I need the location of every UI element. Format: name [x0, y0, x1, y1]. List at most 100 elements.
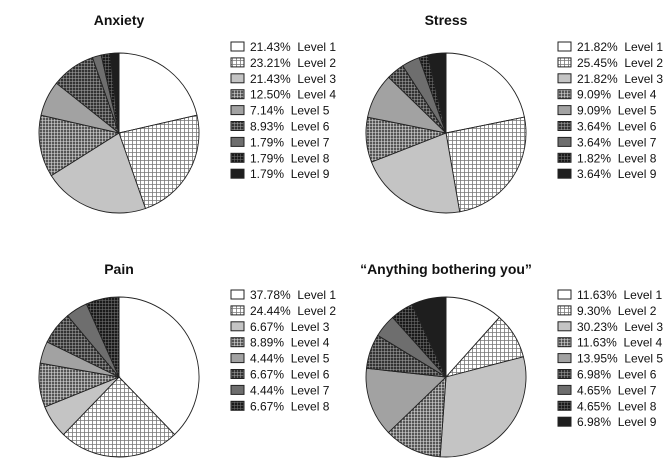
legend-category: Level 5 — [291, 104, 330, 118]
legend-swatch — [557, 73, 572, 84]
legend-value: 11.63% — [577, 336, 617, 350]
legend-label: 4.65% Level 8 — [577, 399, 657, 413]
legend-value: 4.65% — [577, 399, 611, 413]
legend-value: 21.43% — [250, 40, 291, 54]
legend-label: 8.93% Level 6 — [250, 120, 330, 134]
legend-category: Level 8 — [618, 399, 657, 413]
legend-label: 21.82% Level 3 — [577, 72, 663, 86]
legend-swatch — [230, 353, 245, 364]
legend-value: 6.67% — [250, 368, 284, 382]
legend-label: 6.98% Level 6 — [577, 368, 657, 382]
legend-category: Level 1 — [297, 288, 336, 302]
legend: 37.78% Level 1 24.44% Level 2 6.67% Level … — [230, 288, 336, 413]
legend-swatch — [557, 136, 572, 147]
legend-value: 9.09% — [577, 88, 611, 102]
legend-swatch — [557, 369, 572, 379]
legend-category: Level 5 — [291, 352, 330, 366]
legend-label: 30.23% Level 3 — [577, 320, 663, 334]
legend-category: Level 7 — [618, 135, 657, 149]
legend-swatch — [230, 168, 245, 179]
legend-label: 21.43% Level 1 — [250, 40, 336, 54]
legend-swatch — [230, 384, 245, 395]
legend-swatch — [230, 289, 245, 300]
pie-slice — [439, 356, 527, 458]
legend-label: 4.44% Level 7 — [250, 383, 330, 397]
legend-swatch — [230, 73, 245, 84]
legend-swatch — [557, 168, 572, 179]
legend-value: 4.44% — [250, 383, 284, 397]
legend-category: Level 4 — [297, 88, 336, 102]
legend-category: Level 1 — [623, 288, 662, 302]
legend-value: 1.79% — [250, 151, 284, 165]
legend-swatch — [557, 353, 572, 364]
legend-swatch — [230, 152, 245, 163]
legend-swatch — [557, 416, 572, 427]
legend-value: 25.45% — [577, 56, 618, 70]
legend-category: Level 9 — [618, 167, 657, 181]
legend-category: Level 7 — [291, 383, 330, 397]
legend-category: Level 3 — [624, 72, 663, 86]
legend: 21.43% Level 1 23.21% Level 2 21.43% Level… — [230, 40, 336, 181]
legend-category: Level 1 — [624, 40, 663, 54]
legend-category: Level 3 — [297, 72, 336, 86]
legend-label: 6.67% Level 6 — [250, 368, 330, 382]
legend-label: 11.63% Level 1 — [577, 288, 663, 302]
legend-swatch — [557, 57, 572, 68]
legend-swatch — [230, 57, 245, 68]
legend-category: Level 6 — [291, 120, 330, 134]
legend-value: 37.78% — [250, 288, 291, 302]
legend-swatch — [230, 136, 245, 147]
legend-label: 9.09% Level 4 — [577, 88, 657, 102]
pie-slice — [365, 367, 448, 434]
chart-title: “Anything bothering you” — [360, 261, 532, 277]
legend-value: 9.09% — [577, 104, 611, 118]
legend-swatch — [557, 41, 572, 52]
legend-value: 1.79% — [250, 135, 284, 149]
pie-slice — [38, 114, 121, 177]
legend-swatch — [230, 369, 245, 379]
legend-label: 13.95% Level 5 — [577, 352, 663, 366]
legend-label: 9.30% Level 2 — [577, 304, 657, 318]
legend-category: Level 7 — [618, 383, 657, 397]
legend-swatch — [230, 321, 245, 332]
legend-value: 21.43% — [250, 72, 291, 86]
legend-swatch — [230, 41, 245, 52]
legend-swatch — [557, 89, 572, 100]
legend-category: Level 8 — [291, 399, 330, 413]
legend-value: 3.64% — [577, 167, 611, 181]
legend-value: 8.93% — [250, 120, 284, 134]
legend-swatch — [230, 400, 245, 411]
legend-label: 6.67% Level 3 — [250, 320, 330, 334]
legend-value: 8.89% — [250, 336, 284, 350]
legend-value: 3.64% — [577, 120, 611, 134]
legend-category: Level 3 — [624, 320, 663, 334]
legend-value: 6.98% — [577, 415, 611, 429]
legend-label: 4.44% Level 5 — [250, 352, 330, 366]
chart-title: Pain — [104, 261, 134, 277]
legend-value: 21.82% — [577, 40, 618, 54]
legend-swatch — [557, 400, 572, 411]
pie-chart-4: “Anything bothering you” 11.63% Level 1 9.… — [360, 261, 663, 458]
legend-value: 1.82% — [577, 151, 611, 165]
pie-slice — [445, 116, 527, 213]
legend-value: 21.82% — [577, 72, 618, 86]
legend-label: 21.43% Level 3 — [250, 72, 336, 86]
legend-swatch — [557, 321, 572, 332]
legend-label: 1.79% Level 7 — [250, 135, 330, 149]
legend-swatch — [557, 305, 572, 316]
legend-category: Level 9 — [618, 415, 657, 429]
legend: 11.63% Level 1 9.30% Level 2 30.23% Level … — [557, 288, 663, 429]
pie-slice — [85, 296, 120, 378]
legend-value: 13.95% — [577, 352, 618, 366]
legend-category: Level 3 — [291, 320, 330, 334]
legend-swatch — [557, 152, 572, 163]
legend-category: Level 4 — [623, 336, 662, 350]
legend-label: 6.98% Level 9 — [577, 415, 657, 429]
pie-slice — [411, 296, 447, 378]
legend-swatch — [230, 305, 245, 316]
legend-value: 9.30% — [577, 304, 611, 318]
legend-swatch — [557, 384, 572, 395]
